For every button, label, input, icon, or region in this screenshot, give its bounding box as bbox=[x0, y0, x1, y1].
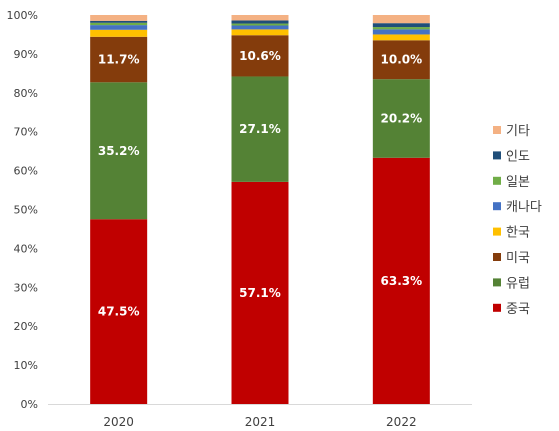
legend-swatch bbox=[493, 227, 501, 236]
y-tick-label: 20% bbox=[14, 320, 38, 333]
bar-segment bbox=[231, 23, 289, 26]
bar-segment bbox=[372, 15, 430, 24]
bar-segment bbox=[90, 29, 148, 37]
bar-segment bbox=[90, 36, 148, 83]
data-label: 57.1% bbox=[239, 286, 281, 300]
bar-segment bbox=[90, 25, 148, 30]
legend-label: 기타 bbox=[506, 124, 530, 139]
legend-label: 유럽 bbox=[506, 276, 530, 291]
bar-segment bbox=[231, 35, 289, 77]
y-tick-label: 100% bbox=[7, 9, 38, 22]
bar-segment bbox=[372, 79, 430, 158]
legend-swatch bbox=[493, 202, 501, 211]
bar-segment bbox=[231, 181, 289, 404]
bar-segment bbox=[372, 34, 430, 41]
y-axis: 0% 10% 20% 30% 40% 50% 60% 70% 80% 90% 100% bbox=[7, 9, 38, 411]
legend-label: 한국 bbox=[506, 226, 530, 241]
y-tick-label: 30% bbox=[14, 281, 38, 294]
legend-swatch bbox=[493, 253, 501, 261]
legend-label: 인도 bbox=[506, 149, 530, 164]
y-tick-label: 0% bbox=[21, 398, 38, 411]
legend-label: 캐나다 bbox=[506, 200, 542, 215]
x-tick-label: 2022 bbox=[386, 415, 417, 429]
data-label: 11.7% bbox=[98, 53, 140, 67]
x-tick-label: 2021 bbox=[245, 415, 276, 429]
bar-segment bbox=[372, 157, 430, 404]
bar-segment bbox=[372, 23, 430, 28]
legend-label: 미국 bbox=[506, 251, 530, 266]
bar-segment bbox=[231, 25, 289, 30]
legend-swatch bbox=[493, 176, 501, 185]
bar-segment bbox=[90, 22, 148, 26]
bar-segment bbox=[231, 29, 289, 36]
data-label: 35.2% bbox=[98, 144, 140, 158]
x-axis: 2020 2021 2022 bbox=[48, 404, 472, 429]
legend-swatch bbox=[493, 126, 501, 134]
data-label: 47.5% bbox=[98, 305, 140, 319]
y-tick-label: 80% bbox=[14, 87, 38, 100]
bar-segment bbox=[90, 20, 148, 23]
bar-segment bbox=[372, 27, 430, 30]
legend-label: 중국 bbox=[506, 302, 530, 317]
bars: 47.5% 35.2% 11.7% 57.1% 27.1% 10.6% 63.3% 20.2%… bbox=[90, 15, 430, 404]
bar-segment bbox=[231, 20, 289, 24]
bar-segment bbox=[231, 15, 289, 21]
y-tick-label: 10% bbox=[14, 359, 38, 372]
legend-swatch bbox=[493, 151, 501, 160]
bar-segment bbox=[90, 15, 148, 21]
bar-segment bbox=[231, 76, 289, 182]
y-tick-label: 90% bbox=[14, 48, 38, 61]
bar-segment bbox=[90, 82, 148, 220]
bar-segment bbox=[372, 40, 430, 80]
data-label: 10.0% bbox=[381, 53, 423, 67]
bar-segment bbox=[372, 29, 430, 35]
y-tick-label: 40% bbox=[14, 242, 38, 255]
data-label: 27.1% bbox=[239, 122, 281, 136]
data-label: 20.2% bbox=[381, 111, 423, 125]
data-label: 63.3% bbox=[381, 274, 423, 288]
legend-swatch bbox=[493, 303, 501, 312]
x-tick-label: 2020 bbox=[103, 415, 134, 429]
legend-swatch bbox=[493, 278, 501, 287]
y-tick-label: 60% bbox=[14, 165, 38, 178]
y-tick-label: 50% bbox=[14, 204, 38, 217]
data-label: 10.6% bbox=[239, 49, 281, 63]
legend-label: 일본 bbox=[506, 175, 530, 190]
bar-segment bbox=[90, 219, 148, 404]
y-tick-label: 70% bbox=[14, 126, 38, 139]
